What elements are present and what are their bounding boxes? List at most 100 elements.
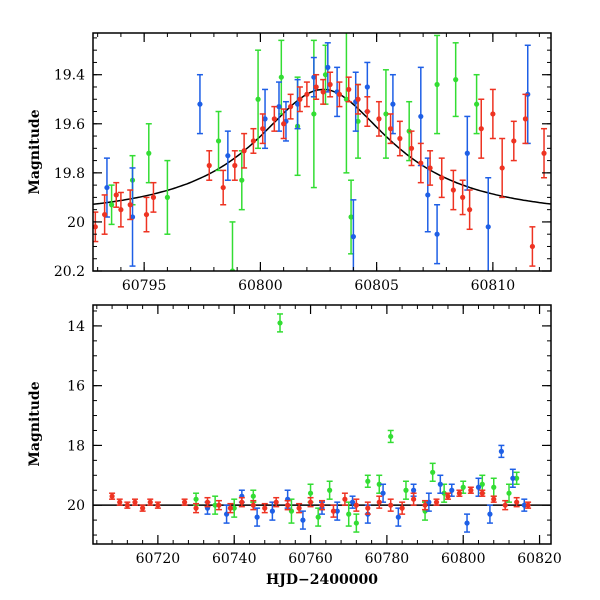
bottom-y-axis-label: Magnitude xyxy=(27,381,43,466)
bottom-data-point xyxy=(147,498,154,506)
top-data-point xyxy=(417,142,424,184)
bottom-y-tick-label: 20 xyxy=(67,498,85,514)
top-y-tick-label: 20 xyxy=(67,215,85,231)
bottom-data-point xyxy=(296,502,303,514)
top-data-point xyxy=(103,157,110,218)
bottom-data-point xyxy=(299,510,306,530)
top-plot-area xyxy=(93,33,551,271)
bottom-data-point xyxy=(490,495,497,503)
bottom-series-2 xyxy=(109,486,532,518)
top-data-point xyxy=(450,169,457,211)
top-data-point xyxy=(113,181,120,208)
top-data-point xyxy=(382,69,389,159)
top-data-point xyxy=(320,78,327,105)
top-data-point xyxy=(127,189,134,221)
bottom-data-point xyxy=(364,501,371,515)
bottom-data-point xyxy=(429,462,436,483)
bottom-x-tick-label: 60820 xyxy=(517,551,562,567)
top-data-point xyxy=(215,110,222,172)
top-data-point xyxy=(224,130,231,181)
bottom-y-tick-label: 16 xyxy=(67,379,85,395)
top-y-tick-label: 20.2 xyxy=(54,264,85,280)
bottom-data-point xyxy=(433,498,440,506)
top-data-point xyxy=(427,150,434,186)
bottom-plot-area xyxy=(93,313,551,533)
top-data-point xyxy=(473,73,480,135)
bottom-data-point xyxy=(261,502,268,514)
top-data-point xyxy=(408,130,415,167)
top-series-2 xyxy=(93,71,548,267)
bottom-data-point xyxy=(334,501,341,521)
bottom-data-point xyxy=(330,504,337,518)
bottom-data-point xyxy=(341,492,348,506)
bottom-light-curve-panel: 60720 60740 60760 60780 60800 60820 14 16 18 20 M… xyxy=(27,304,562,588)
bottom-data-point xyxy=(486,504,493,524)
bottom-data-point xyxy=(364,474,371,488)
bottom-data-point xyxy=(460,480,467,494)
top-data-point xyxy=(452,42,459,118)
top-data-point xyxy=(196,73,203,135)
top-data-point xyxy=(387,113,394,145)
top-y-tick-label: 19.4 xyxy=(54,68,85,84)
top-data-point xyxy=(262,88,269,150)
bottom-data-point xyxy=(319,499,325,511)
top-x-tick-label: 60805 xyxy=(354,278,399,294)
top-data-point xyxy=(294,78,301,130)
bottom-data-point xyxy=(479,489,486,497)
bottom-data-point xyxy=(402,480,409,500)
bottom-data-point xyxy=(288,498,295,524)
bottom-data-point xyxy=(227,502,234,514)
bottom-data-point xyxy=(139,504,146,512)
top-data-point xyxy=(424,157,431,233)
bottom-data-point xyxy=(513,471,520,485)
bottom-x-tick-label: 60780 xyxy=(365,551,410,567)
top-data-point xyxy=(355,83,362,115)
top-series-0 xyxy=(108,33,480,271)
bottom-x-tick-label: 60720 xyxy=(136,551,181,567)
bottom-data-point xyxy=(193,502,200,514)
top-data-point xyxy=(466,189,473,231)
top-data-point xyxy=(117,191,124,228)
top-model-curve xyxy=(93,88,551,206)
bottom-data-point xyxy=(502,499,509,511)
top-data-point xyxy=(101,194,108,235)
top-data-point xyxy=(250,127,257,154)
top-y-axis-label: Magnitude xyxy=(27,109,43,194)
top-data-point xyxy=(327,71,334,98)
top-y-tick-label: 19.8 xyxy=(54,166,85,182)
bottom-data-point xyxy=(464,513,471,533)
bottom-data-point xyxy=(525,501,532,509)
top-data-point xyxy=(510,120,517,162)
bottom-data-point xyxy=(376,495,383,509)
top-data-point xyxy=(206,150,213,181)
top-x-tick-label: 60795 xyxy=(122,278,167,294)
bottom-data-point xyxy=(444,492,451,500)
bottom-data-point xyxy=(506,483,513,503)
top-data-point xyxy=(336,81,343,108)
top-x-tick-label: 60810 xyxy=(471,278,516,294)
bottom-data-point xyxy=(254,507,261,527)
bottom-data-point xyxy=(349,495,356,509)
bottom-data-point xyxy=(231,498,238,518)
top-data-point xyxy=(275,81,282,132)
top-series-1 xyxy=(103,42,531,271)
bottom-data-point xyxy=(395,507,402,527)
bottom-data-point xyxy=(315,507,322,527)
top-data-point xyxy=(164,159,171,235)
top-data-point xyxy=(241,132,248,169)
top-data-point xyxy=(345,76,352,103)
bottom-data-point xyxy=(124,501,131,509)
x-axis-label: HJD−2400000 xyxy=(266,572,378,588)
top-data-point xyxy=(259,113,266,145)
top-plot-frame xyxy=(92,32,552,272)
bottom-y-tick-label: 18 xyxy=(67,438,85,454)
bottom-data-point xyxy=(509,468,516,488)
top-axes: 60795 60800 60805 60810 19.4 19.6 19.8 20 20.2 xyxy=(54,33,551,294)
top-data-point xyxy=(343,33,350,174)
bottom-data-point xyxy=(353,498,360,512)
top-data-point xyxy=(287,93,294,120)
top-data-point xyxy=(499,137,506,199)
bottom-data-point xyxy=(269,501,276,521)
top-data-point xyxy=(375,100,382,137)
bottom-data-point xyxy=(154,501,161,509)
